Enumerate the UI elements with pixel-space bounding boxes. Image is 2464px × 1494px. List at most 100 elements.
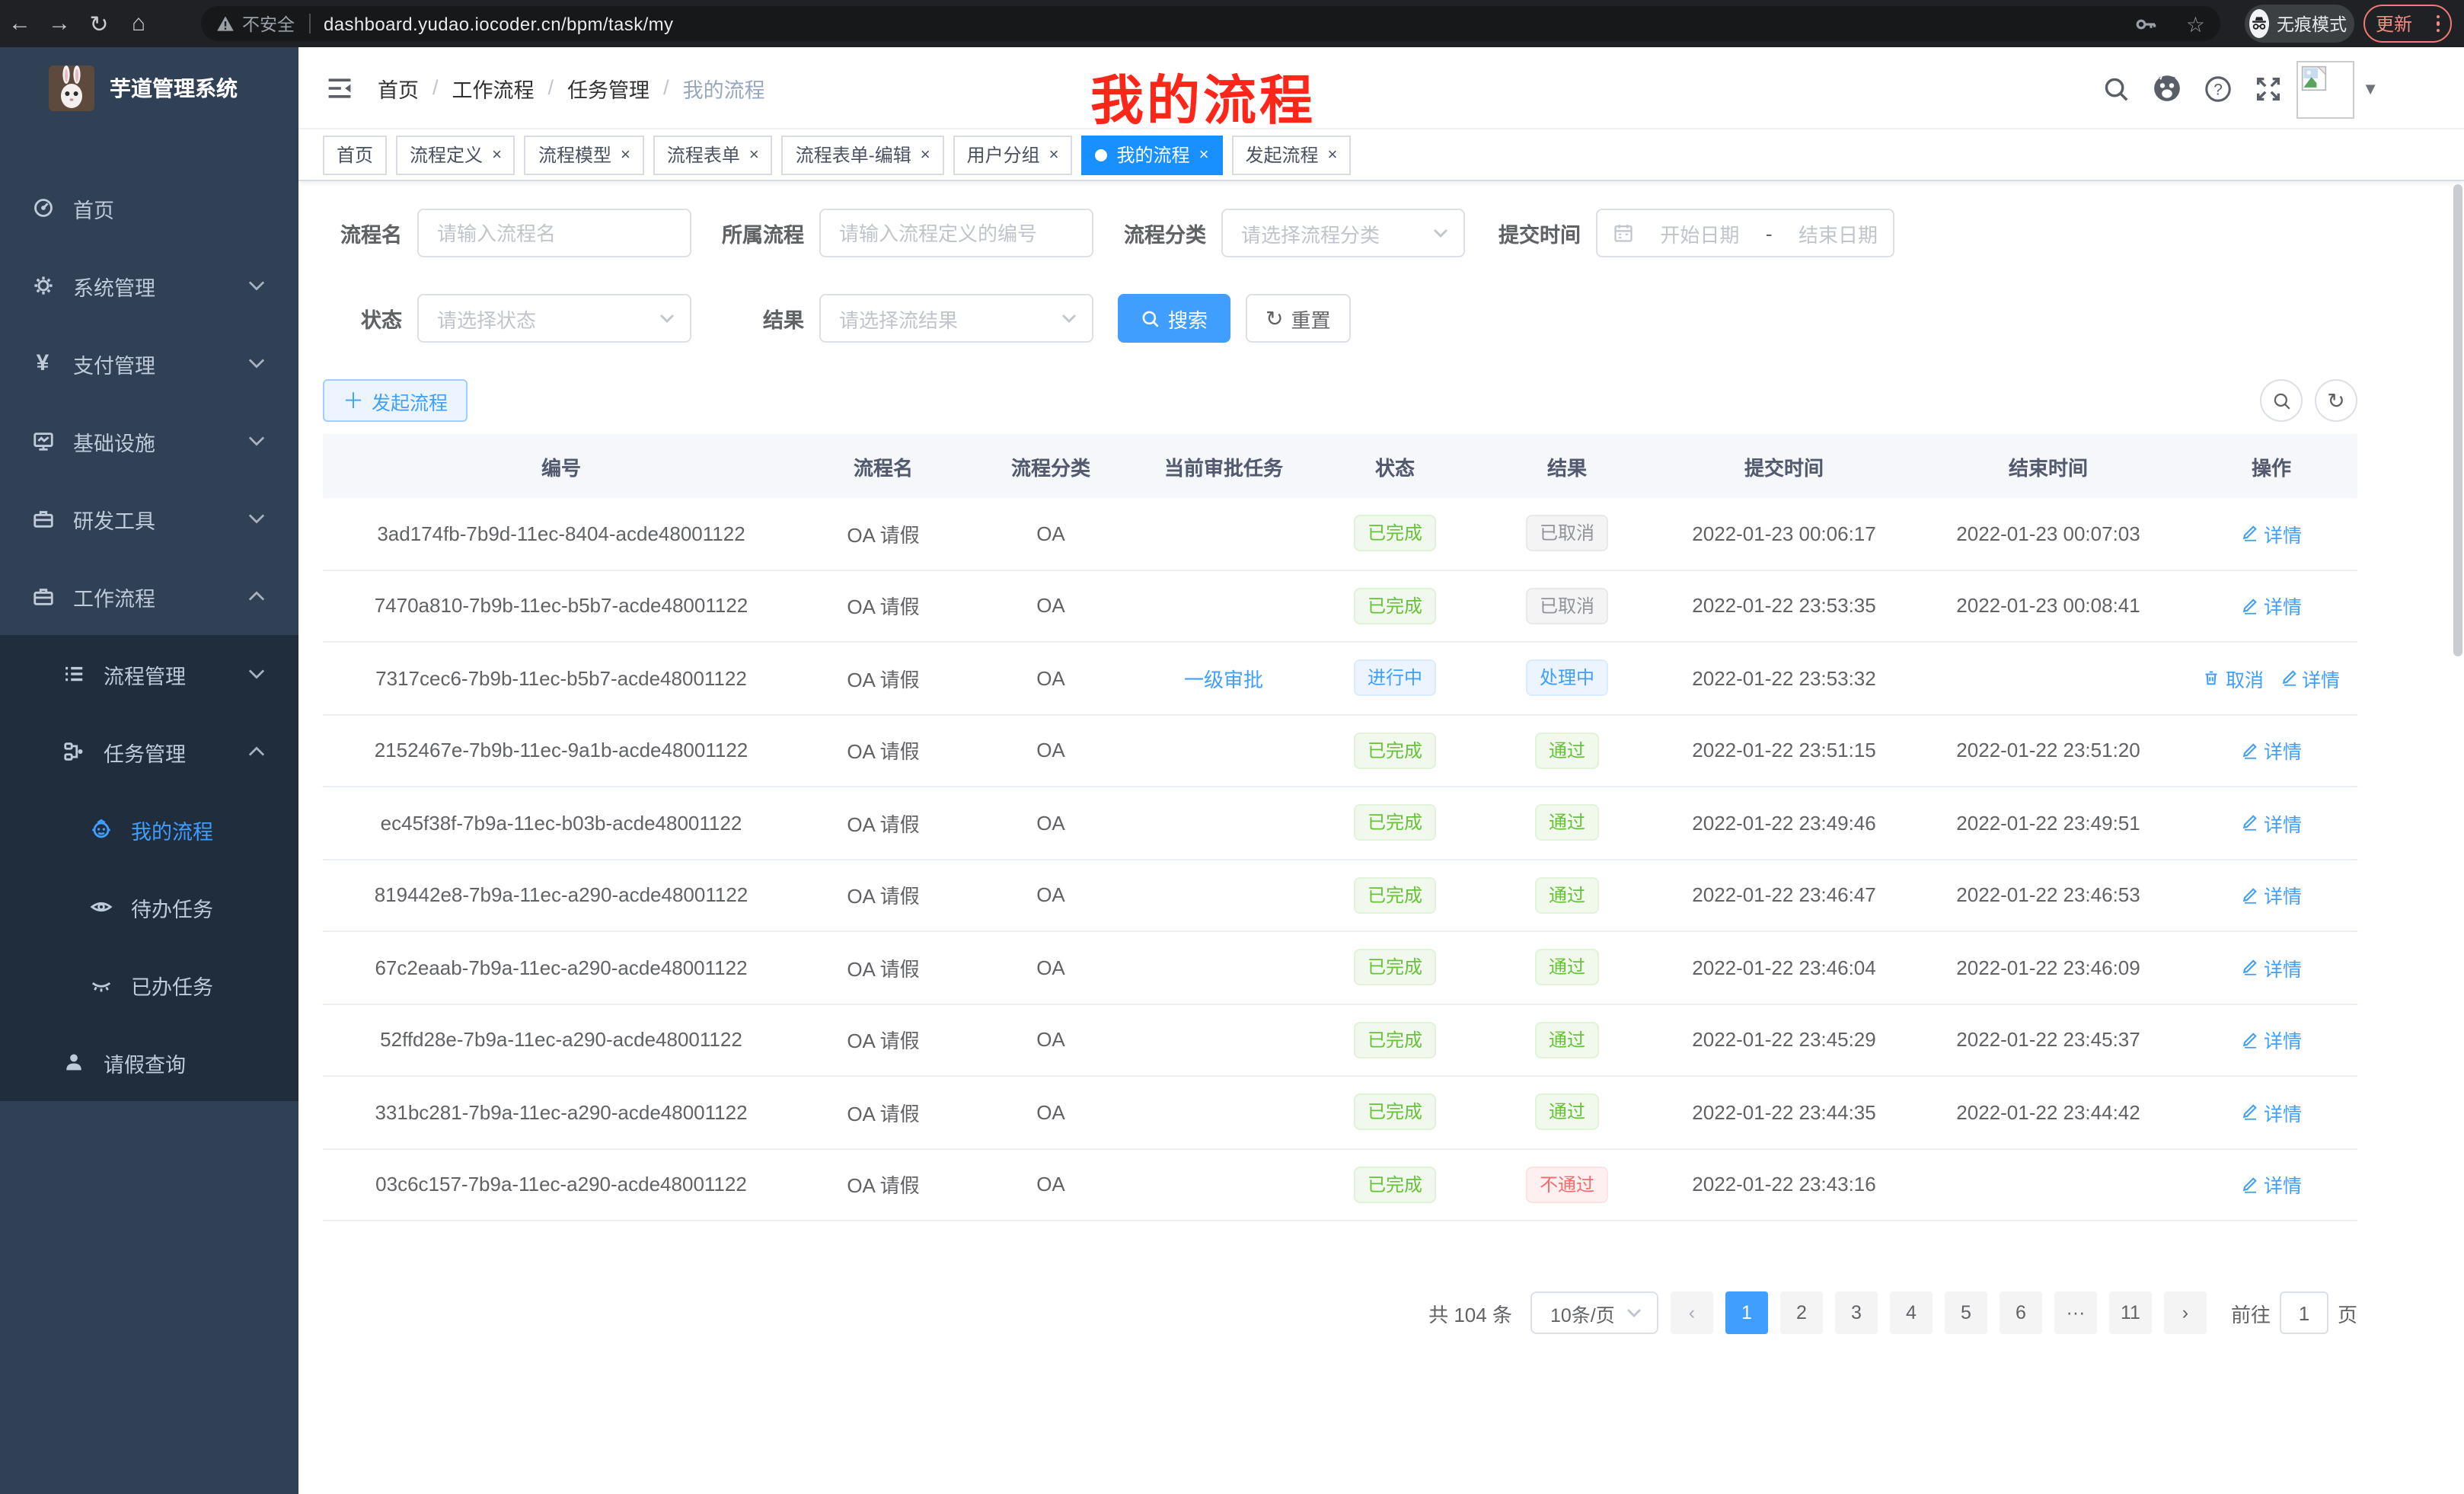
page-button-5[interactable]: 5 [1944, 1291, 1987, 1334]
tab-5[interactable]: 用户分组 × [953, 135, 1073, 174]
tab-7[interactable]: 发起流程 × [1231, 135, 1352, 174]
sidebar-item-6[interactable]: 流程管理 [0, 635, 298, 713]
page-button-1[interactable]: 1 [1725, 1291, 1768, 1334]
close-icon[interactable]: × [1198, 145, 1209, 164]
tab-6[interactable]: 我的流程 × [1081, 135, 1223, 174]
goto-page-input[interactable] [2279, 1291, 2328, 1334]
close-icon[interactable]: × [1048, 145, 1059, 164]
sidebar-item-11[interactable]: 请假查询 [0, 1023, 298, 1101]
edit-icon [2241, 742, 2259, 760]
scrollbar-thumb[interactable] [2453, 184, 2462, 656]
browser-back-icon[interactable]: ← [8, 11, 31, 37]
table-header: 编号 流程名 流程分类 当前审批任务 状态 结果 提交时间 结束时间 操作 [323, 434, 2357, 498]
cell-current-task[interactable]: 一级审批 [1183, 668, 1263, 691]
detail-action[interactable]: 详情 [2241, 953, 2302, 982]
sidebar-item-7[interactable]: 任务管理 [0, 713, 298, 790]
cell-result: 通过 [1477, 949, 1657, 986]
next-page-button[interactable]: › [2163, 1291, 2207, 1334]
cell-submit-time: 2022-01-23 00:06:17 [1692, 522, 1876, 545]
page-button-2[interactable]: 2 [1779, 1291, 1823, 1334]
sidebar-item-4[interactable]: 研发工具 [0, 480, 298, 557]
cell-status: 进行中 [1313, 659, 1477, 697]
github-icon[interactable] [2153, 73, 2183, 104]
prev-page-button[interactable]: ‹ [1670, 1291, 1713, 1334]
close-icon[interactable]: × [920, 145, 930, 164]
browser-home-icon[interactable]: ⌂ [131, 11, 146, 37]
detail-action[interactable]: 详情 [2241, 809, 2302, 838]
page-ellipsis[interactable]: ··· [2054, 1291, 2097, 1334]
page-button-4[interactable]: 4 [1889, 1291, 1933, 1334]
page-button-3[interactable]: 3 [1834, 1291, 1878, 1334]
avatar[interactable] [2296, 61, 2354, 119]
detail-action[interactable]: 详情 [2241, 1170, 2302, 1199]
close-icon[interactable]: × [1327, 145, 1338, 164]
tab-3[interactable]: 流程表单 × [653, 135, 773, 174]
close-icon[interactable]: × [492, 145, 502, 164]
breadcrumb-home[interactable]: 首页 [378, 78, 419, 101]
help-icon[interactable]: ? [2204, 74, 2233, 103]
omnibox-divider [308, 14, 310, 34]
search-icon[interactable] [2102, 74, 2131, 103]
detail-action[interactable]: 详情 [2241, 592, 2302, 621]
address-bar[interactable]: 不安全 dashboard.yudao.iocoder.cn/bpm/task/… [201, 6, 2220, 41]
detail-action[interactable]: 详情 [2241, 1098, 2302, 1127]
page-button-11[interactable]: 11 [2108, 1291, 2152, 1334]
refresh-table-button[interactable]: ↻ [2315, 379, 2357, 422]
security-chip[interactable]: 不安全 [216, 11, 295, 36]
key-icon[interactable] [2134, 11, 2159, 36]
browser-forward-icon[interactable]: → [48, 11, 71, 37]
tab-2[interactable]: 流程模型 × [524, 135, 644, 174]
category-select[interactable]: 请选择流程分类 [1221, 209, 1465, 257]
sidebar-item-10[interactable]: 已办任务 [0, 946, 298, 1023]
browser-menu-icon[interactable] [2436, 14, 2440, 33]
detail-action[interactable]: 详情 [2241, 881, 2302, 910]
detail-action[interactable]: 详情 [2241, 1026, 2302, 1055]
sidebar-item-0[interactable]: 首页 [0, 169, 298, 247]
page-button-6[interactable]: 6 [1999, 1291, 2042, 1334]
close-icon[interactable]: × [748, 145, 759, 164]
chevron-down-icon [248, 513, 265, 524]
cell-process-name: OA 请假 [847, 1174, 920, 1198]
tab-4[interactable]: 流程表单-编辑 × [781, 135, 944, 174]
detail-action[interactable]: 详情 [2241, 519, 2302, 548]
browser-reload-icon[interactable]: ↻ [89, 11, 109, 37]
reset-button[interactable]: ↻ 重置 [1246, 294, 1351, 343]
create-process-button[interactable]: ＋ 发起流程 [323, 379, 468, 422]
sidebar-item-3[interactable]: 基础设施 [0, 402, 298, 480]
sidebar-item-2[interactable]: ¥ 支付管理 [0, 324, 298, 402]
process-name-input[interactable] [417, 209, 691, 257]
avatar-caret-icon[interactable]: ▼ [2362, 81, 2379, 99]
sidebar-item-1[interactable]: 系统管理 [0, 247, 298, 324]
search-button[interactable]: 搜索 [1118, 294, 1231, 343]
date-range-picker[interactable]: 开始日期 - 结束日期 [1596, 209, 1894, 257]
status-select[interactable]: 请选择状态 [417, 294, 691, 343]
sidebar-item-5[interactable]: 工作流程 [0, 557, 298, 635]
status-badge: 已完成 [1353, 587, 1436, 624]
update-button[interactable]: 更新 [2363, 5, 2452, 43]
toggle-search-button[interactable] [2260, 379, 2303, 422]
close-icon[interactable]: × [620, 145, 630, 164]
chevron-down-icon [659, 314, 675, 323]
detail-action[interactable]: 详情 [2279, 664, 2340, 693]
breadcrumb-workflow[interactable]: 工作流程 [452, 78, 535, 101]
tab-label: 首页 [337, 145, 374, 166]
app-logo-row[interactable]: 芋道管理系统 [0, 47, 298, 129]
sidebar-item-9[interactable]: 待办任务 [0, 868, 298, 946]
process-definition-input[interactable] [819, 209, 1093, 257]
breadcrumb-task[interactable]: 任务管理 [567, 78, 650, 101]
sidebar-collapse-icon[interactable] [326, 74, 353, 101]
sidebar-item-8[interactable]: 我的流程 [0, 790, 298, 868]
tab-0[interactable]: 首页 [323, 135, 388, 174]
edit-icon [2241, 959, 2259, 977]
bookmark-star-icon[interactable]: ☆ [2185, 11, 2205, 36]
page-size-select[interactable]: 10条/页 [1530, 1291, 1658, 1334]
result-select[interactable]: 请选择流结果 [819, 294, 1093, 343]
date-separator: - [1765, 222, 1773, 244]
tab-1[interactable]: 流程定义 × [396, 135, 515, 174]
action-label: 取消 [2225, 669, 2264, 691]
monitor-icon [30, 429, 55, 453]
detail-action[interactable]: 详情 [2241, 736, 2302, 765]
toolbox-icon [30, 506, 55, 531]
cancel-action[interactable]: 取消 [2203, 664, 2264, 693]
fullscreen-icon[interactable] [2255, 74, 2284, 103]
